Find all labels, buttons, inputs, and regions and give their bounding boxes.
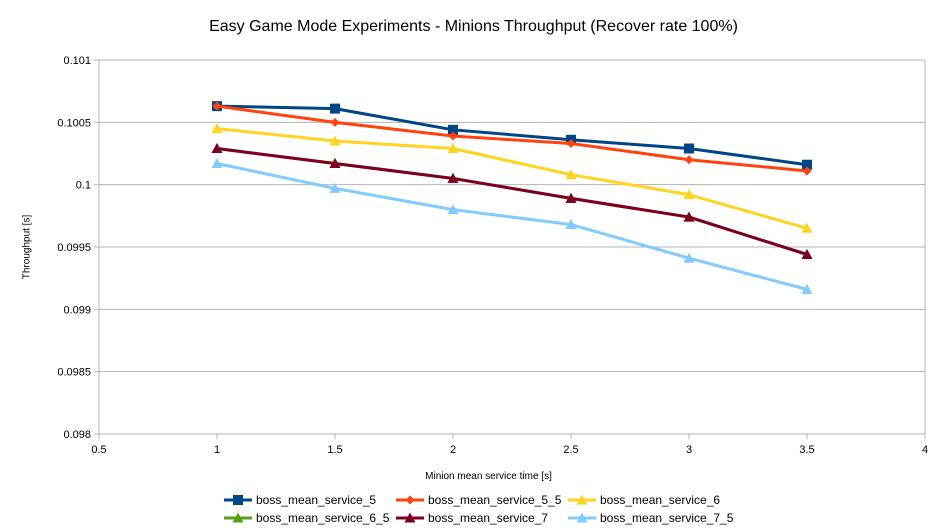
legend-item: boss_mean_service_5 [224, 493, 396, 507]
series-boss_mean_service_6 [211, 123, 813, 233]
x-tick-label: 2.5 [563, 444, 578, 456]
series-line [216, 127, 808, 230]
legend-marker [405, 495, 415, 505]
axes [94, 59, 926, 439]
data-point [211, 123, 223, 134]
legend-swatch [396, 495, 424, 505]
legend-marker [576, 512, 588, 523]
data-point [330, 103, 340, 114]
series-lines [211, 101, 813, 294]
data-point [330, 117, 340, 127]
x-tick-label: 2 [450, 444, 456, 456]
series-line [216, 147, 808, 256]
data-point [329, 157, 341, 168]
series-line [216, 104, 808, 173]
y-tick-label: 0.0985 [57, 367, 91, 379]
legend-label: boss_mean_service_6 [600, 493, 721, 507]
legend-label: boss_mean_service_7_5 [600, 511, 734, 525]
data-point [801, 283, 813, 294]
series-boss_mean_service_7 [211, 143, 813, 259]
x-tick-label: 4 [922, 444, 928, 456]
x-axis-label: Minion mean service time [s] [425, 471, 552, 482]
legend-item: boss_mean_service_6 [568, 493, 740, 507]
data-point [801, 248, 813, 259]
legend-swatch [224, 512, 252, 523]
y-tick-label: 0.098 [63, 429, 91, 441]
data-point [684, 143, 694, 154]
legend-marker [404, 512, 416, 523]
x-tick-label: 1 [214, 444, 220, 456]
legend-label: boss_mean_service_5 [256, 493, 377, 507]
data-point [684, 155, 694, 165]
legend-label: boss_mean_service_6_5 [256, 511, 390, 525]
y-tick-label: 0.1005 [57, 117, 91, 129]
data-point [211, 157, 223, 168]
data-point [566, 139, 576, 149]
legend-marker [576, 494, 588, 505]
series-line [216, 162, 808, 291]
tick-labels: 0.098 0.0985 0.099 0.0995 0.1 0.1005 0.101 0.5 1… [57, 55, 928, 456]
data-point [565, 192, 577, 203]
series-boss_mean_service_5_5 [212, 101, 812, 176]
legend-item: boss_mean_service_5_5 [396, 493, 568, 507]
y-axis-label: Throughput [s] [21, 214, 33, 280]
data-point [212, 101, 222, 111]
data-point [802, 159, 812, 170]
x-tick-label: 1.5 [327, 444, 342, 456]
data-point [565, 219, 577, 230]
series-line [216, 104, 808, 167]
legend-item: boss_mean_service_6_5 [224, 511, 396, 525]
legend-label: boss_mean_service_5_5 [428, 493, 562, 507]
legend-label: boss_mean_service_7 [428, 511, 549, 525]
y-tick-label: 0.099 [63, 304, 91, 316]
series-boss_mean_service_7_5 [211, 157, 813, 294]
data-point [683, 189, 695, 200]
data-point [802, 166, 812, 176]
legend-marker [233, 495, 243, 505]
x-tick-label: 3.5 [799, 444, 814, 456]
data-point [683, 211, 695, 222]
data-point [211, 143, 223, 154]
y-tick-label: 0.101 [63, 55, 91, 67]
legend-swatch [224, 495, 252, 505]
legend-marker [232, 512, 244, 523]
data-point [448, 131, 458, 141]
data-point [448, 124, 458, 135]
x-tick-label: 3 [686, 444, 692, 456]
data-point [447, 204, 459, 215]
data-point [683, 252, 695, 263]
data-point [447, 172, 459, 183]
legend-swatch [396, 512, 424, 523]
legend-item: boss_mean_service_7 [396, 511, 568, 525]
chart-title: Easy Game Mode Experiments - Minions Thr… [209, 18, 738, 35]
data-point [565, 169, 577, 180]
legend-swatch [568, 494, 596, 505]
data-point [447, 143, 459, 154]
legend: boss_mean_service_5 boss_mean_service_5_… [224, 493, 784, 525]
data-point [329, 135, 341, 146]
y-tick-label: 0.1 [76, 180, 91, 192]
legend-swatch [568, 512, 596, 523]
legend-item: boss_mean_service_7_5 [568, 511, 740, 525]
gridlines [99, 59, 925, 435]
x-tick-label: 0.5 [91, 444, 106, 456]
data-point [801, 222, 813, 233]
data-point [329, 182, 341, 193]
y-tick-label: 0.0995 [57, 242, 91, 254]
